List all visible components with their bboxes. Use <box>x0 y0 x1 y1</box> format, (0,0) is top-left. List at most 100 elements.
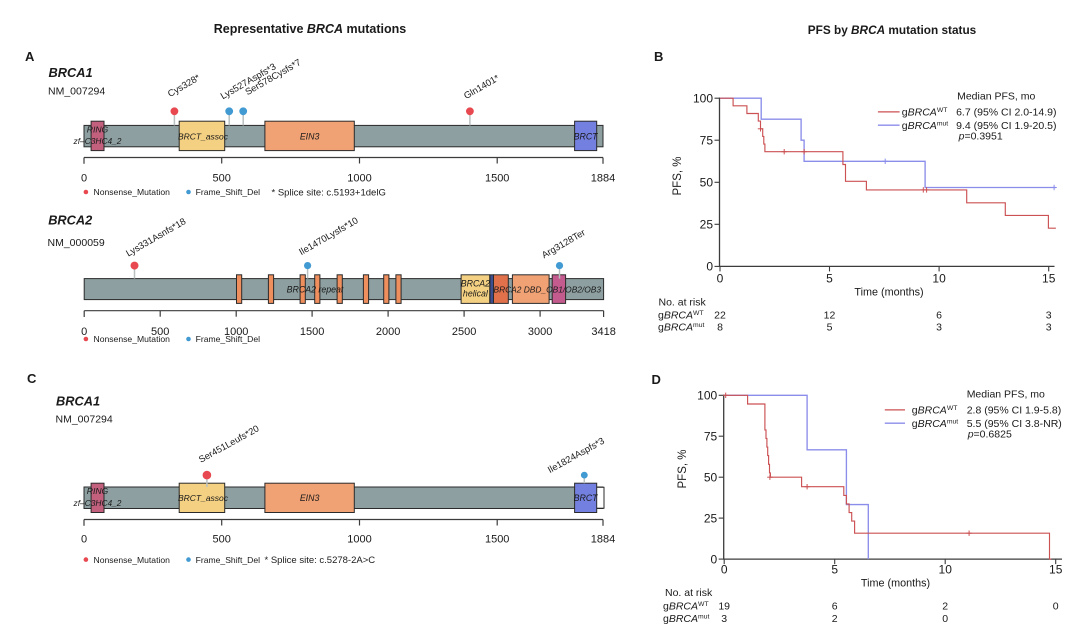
svg-text:50: 50 <box>700 176 714 190</box>
svg-text:gBRCAWT: gBRCAWT <box>663 600 709 612</box>
svg-text:Median PFS, mo: Median PFS, mo <box>967 388 1045 400</box>
svg-text:0: 0 <box>81 173 87 185</box>
svg-text:* Splice site: c.5193+1delG: * Splice site: c.5193+1delG <box>272 188 386 199</box>
svg-text:1500: 1500 <box>485 534 509 546</box>
svg-text:zf–C3HC4_2: zf–C3HC4_2 <box>73 136 122 146</box>
svg-text:Nonsense_Mutation: Nonsense_Mutation <box>94 334 171 344</box>
svg-text:2500: 2500 <box>452 326 476 338</box>
svg-text:gBRCAmut: gBRCAmut <box>912 418 958 430</box>
svg-text:BRCA2 DBD_OB1/OB2/OB3: BRCA2 DBD_OB1/OB2/OB3 <box>494 285 602 295</box>
svg-text:100: 100 <box>697 389 717 403</box>
svg-text:BRCA2 repeat: BRCA2 repeat <box>287 285 344 295</box>
svg-text:BRCT_assoc: BRCT_assoc <box>178 131 229 141</box>
svg-text:2000: 2000 <box>376 326 400 338</box>
svg-text:helical: helical <box>463 289 489 299</box>
svg-text:BRCA1: BRCA1 <box>49 65 93 80</box>
svg-text:NM_007294: NM_007294 <box>48 86 105 98</box>
svg-text:1884: 1884 <box>591 173 615 185</box>
svg-text:1000: 1000 <box>347 534 371 546</box>
svg-text:p=0.3951: p=0.3951 <box>958 131 1003 143</box>
svg-text:BRCA2: BRCA2 <box>461 279 490 289</box>
svg-text:C: C <box>27 371 37 386</box>
svg-text:1884: 1884 <box>591 534 615 546</box>
svg-text:PFS by BRCA mutation status: PFS by BRCA mutation status <box>808 23 977 37</box>
svg-text:Time (months): Time (months) <box>861 578 930 590</box>
svg-text:50: 50 <box>704 471 718 485</box>
svg-text:2: 2 <box>832 613 838 625</box>
svg-text:gBRCAmut: gBRCAmut <box>902 120 948 132</box>
svg-text:5: 5 <box>827 321 833 333</box>
svg-text:BRCA1: BRCA1 <box>56 394 100 409</box>
svg-text:25: 25 <box>700 218 714 232</box>
svg-text:12: 12 <box>824 309 836 321</box>
svg-text:0: 0 <box>721 563 728 577</box>
svg-text:3418: 3418 <box>591 326 615 338</box>
svg-text:500: 500 <box>151 326 169 338</box>
svg-text:0: 0 <box>942 613 948 625</box>
svg-text:0: 0 <box>706 260 713 274</box>
svg-text:EIN3: EIN3 <box>300 493 320 503</box>
svg-text:6: 6 <box>832 600 838 612</box>
svg-text:Representative BRCA mutations: Representative BRCA mutations <box>214 22 406 36</box>
svg-text:No. at risk: No. at risk <box>665 587 713 599</box>
svg-text:10: 10 <box>939 563 953 577</box>
svg-text:6.7 (95% CI 2.0-14.9): 6.7 (95% CI 2.0-14.9) <box>956 107 1056 119</box>
svg-text:* Splice site: c.5278-2A>C: * Splice site: c.5278-2A>C <box>265 555 376 566</box>
svg-text:gBRCAmut: gBRCAmut <box>658 321 704 333</box>
svg-text:75: 75 <box>700 134 714 148</box>
svg-text:9.4 (95% CI 1.9-20.5): 9.4 (95% CI 1.9-20.5) <box>956 120 1056 132</box>
svg-text:500: 500 <box>213 173 231 185</box>
svg-text:Time (months): Time (months) <box>854 287 923 299</box>
svg-text:D: D <box>652 372 661 387</box>
svg-text:25: 25 <box>704 511 718 525</box>
svg-text:100: 100 <box>693 92 713 106</box>
svg-text:5.5 (95% CI 3.8-NR): 5.5 (95% CI 3.8-NR) <box>967 418 1062 430</box>
svg-text:3: 3 <box>936 321 942 333</box>
svg-text:p=0.6825: p=0.6825 <box>967 429 1012 441</box>
svg-text:B: B <box>654 49 663 64</box>
svg-text:Frame_Shift_Del: Frame_Shift_Del <box>196 555 261 565</box>
svg-text:RING: RING <box>87 486 109 496</box>
svg-text:No. at risk: No. at risk <box>659 297 707 309</box>
svg-text:Frame_Shift_Del: Frame_Shift_Del <box>196 334 261 344</box>
svg-text:gBRCAWT: gBRCAWT <box>902 107 948 119</box>
svg-text:gBRCAmut: gBRCAmut <box>663 613 709 625</box>
svg-text:1500: 1500 <box>485 173 509 185</box>
svg-text:15: 15 <box>1042 272 1056 286</box>
svg-text:500: 500 <box>213 534 231 546</box>
svg-text:1500: 1500 <box>300 326 324 338</box>
svg-text:3: 3 <box>1046 309 1052 321</box>
svg-text:Nonsense_Mutation: Nonsense_Mutation <box>94 187 171 197</box>
svg-text:NM_007294: NM_007294 <box>56 414 113 426</box>
svg-text:BRCA2: BRCA2 <box>48 213 92 228</box>
svg-text:8: 8 <box>717 321 723 333</box>
svg-text:EIN3: EIN3 <box>300 131 320 141</box>
svg-text:2.8 (95% CI 1.9-5.8): 2.8 (95% CI 1.9-5.8) <box>967 405 1062 417</box>
svg-text:0: 0 <box>81 326 87 338</box>
svg-text:gBRCAWT: gBRCAWT <box>658 309 704 321</box>
svg-text:Frame_Shift_Del: Frame_Shift_Del <box>196 187 261 197</box>
svg-text:0: 0 <box>717 272 724 286</box>
svg-text:Median PFS, mo: Median PFS, mo <box>957 91 1035 103</box>
svg-text:15: 15 <box>1049 563 1063 577</box>
svg-text:3: 3 <box>1046 321 1052 333</box>
svg-text:RING: RING <box>87 124 109 134</box>
svg-text:0: 0 <box>711 552 718 566</box>
svg-text:6: 6 <box>936 309 942 321</box>
svg-text:gBRCAWT: gBRCAWT <box>912 405 958 417</box>
svg-text:1000: 1000 <box>224 326 248 338</box>
svg-text:BRCT: BRCT <box>574 131 599 141</box>
svg-text:Nonsense_Mutation: Nonsense_Mutation <box>94 555 171 565</box>
svg-text:PFS, %: PFS, % <box>677 450 689 489</box>
svg-text:10: 10 <box>932 272 946 286</box>
svg-text:75: 75 <box>704 430 718 444</box>
svg-text:3000: 3000 <box>528 326 552 338</box>
svg-text:3: 3 <box>721 613 727 625</box>
svg-text:PFS, %: PFS, % <box>672 157 684 196</box>
svg-text:NM_000059: NM_000059 <box>48 237 105 249</box>
svg-text:2: 2 <box>942 600 948 612</box>
svg-text:1000: 1000 <box>347 173 371 185</box>
svg-text:0: 0 <box>1053 600 1059 612</box>
svg-text:BRCT: BRCT <box>574 493 599 503</box>
svg-text:zf–C3HC4_2: zf–C3HC4_2 <box>73 498 122 508</box>
